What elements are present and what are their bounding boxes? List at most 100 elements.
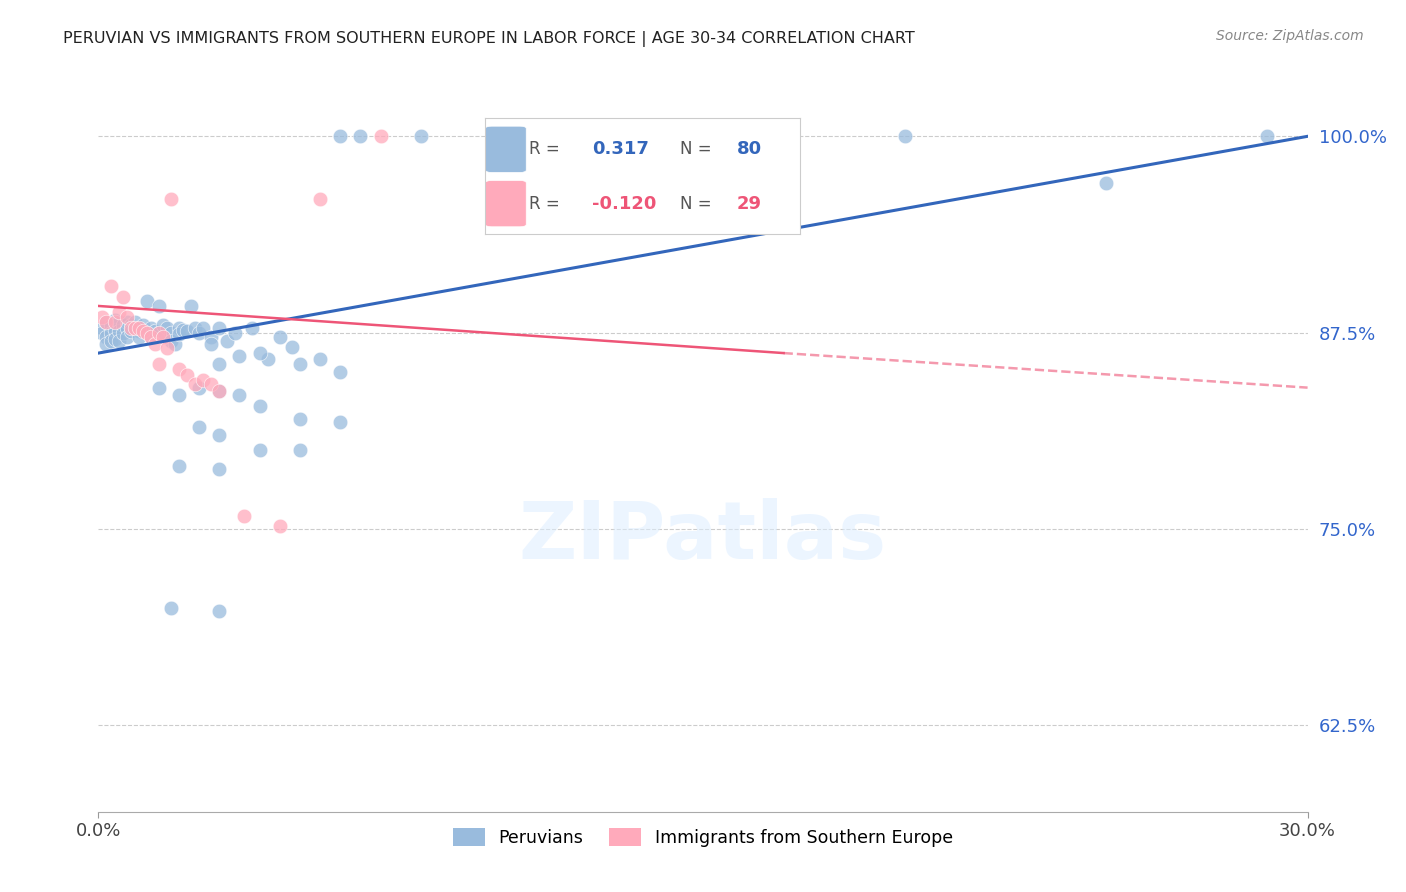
Point [107,324,129,338]
Point [156,342,179,356]
Point [176,368,198,382]
Point [111,289,134,303]
Point [184,377,207,392]
Point [96,315,118,329]
Point [148,381,170,395]
Point [111,326,134,340]
Point [111,318,134,332]
Point [103,332,125,346]
Point [249,400,271,414]
Point [128,330,150,344]
Point [370,129,392,144]
Point [200,377,222,392]
Point [152,330,174,344]
Point [281,340,304,354]
Point [132,324,155,338]
Point [249,443,271,458]
Point [208,384,231,398]
Point [148,326,170,340]
Point [132,318,155,332]
Point [240,321,263,335]
Point [228,388,250,402]
Point [208,384,231,398]
Point [103,322,125,336]
Point [208,427,231,442]
Legend: Peruvians, Immigrants from Southern Europe: Peruvians, Immigrants from Southern Euro… [446,821,960,854]
Point [228,349,250,363]
Point [167,459,190,474]
Point [124,315,146,329]
Point [100,318,122,332]
Point [409,129,432,144]
Point [160,326,183,340]
Point [139,330,162,344]
Text: PERUVIAN VS IMMIGRANTS FROM SOUTHERN EUROPE IN LABOR FORCE | AGE 30-34 CORRELATI: PERUVIAN VS IMMIGRANTS FROM SOUTHERN EUR… [63,31,915,47]
Point [232,509,254,524]
Point [100,334,122,348]
Point [208,321,231,335]
Point [115,330,138,344]
Point [124,321,146,335]
Point [349,129,371,144]
Point [224,326,246,340]
Point [188,381,211,395]
Point [107,334,129,348]
Point [217,334,239,348]
Point [139,330,162,344]
Point [249,346,271,360]
Point [256,352,278,367]
Point [96,315,118,329]
Point [96,330,118,344]
Point [208,604,231,618]
Point [100,326,122,340]
Point [329,365,352,379]
Point [148,357,170,371]
Point [176,324,198,338]
Point [167,327,190,342]
Point [135,294,157,309]
Point [288,443,311,458]
Point [309,192,332,206]
Point [163,336,186,351]
Point [167,388,190,402]
Point [128,324,150,338]
Point [91,321,114,335]
Point [115,321,138,335]
Point [188,326,211,340]
Point [128,321,150,335]
Point [200,336,222,351]
Point [96,336,118,351]
Point [288,357,311,371]
Point [309,352,332,367]
Point [1095,177,1118,191]
Point [103,313,125,327]
Point [208,462,231,476]
Point [124,321,146,335]
Point [269,330,291,344]
Point [208,357,231,371]
Point [143,336,166,351]
Point [120,318,142,332]
Point [160,334,183,348]
Point [180,299,202,313]
Point [152,318,174,332]
Point [269,519,291,533]
Point [1256,129,1278,144]
Point [188,420,211,434]
Point [120,324,142,338]
Point [107,305,129,319]
Point [115,310,138,324]
Point [156,321,179,335]
Point [148,299,170,313]
Point [107,315,129,329]
Point [167,361,190,376]
Point [172,322,194,336]
Point [139,321,162,335]
Point [120,321,142,335]
Point [91,310,114,324]
Point [103,315,125,329]
Point [135,326,157,340]
Point [100,278,122,293]
Point [193,373,215,387]
Point [160,600,183,615]
